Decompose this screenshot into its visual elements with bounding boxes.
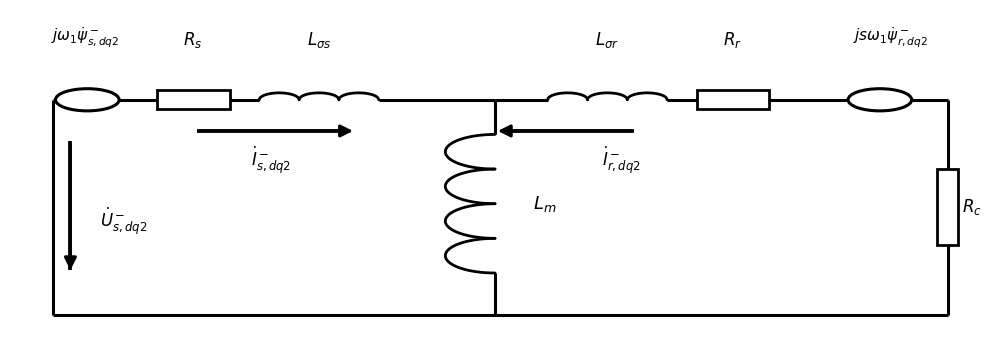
Text: $\dot{U}^-_{s,dq2}$: $\dot{U}^-_{s,dq2}$ [100,205,148,237]
Text: $L_m$: $L_m$ [533,194,556,214]
Text: $R_r$: $R_r$ [723,30,742,50]
Bar [157,90,230,109]
Text: $\dot{I}^-_{s,dq2}$: $\dot{I}^-_{s,dq2}$ [251,145,291,176]
Text: $R_s$: $R_s$ [183,30,202,50]
Text: $L_{\sigma s}$: $L_{\sigma s}$ [307,30,331,50]
Bar [697,90,769,109]
Text: $R_c$: $R_c$ [962,197,982,217]
Text: $j\omega_1\dot{\psi}^-_{s,dq2}$: $j\omega_1\dot{\psi}^-_{s,dq2}$ [51,25,120,50]
Bar [937,169,958,245]
Text: $L_{\sigma r}$: $L_{\sigma r}$ [595,30,619,50]
Text: $\dot{I}^-_{r,dq2}$: $\dot{I}^-_{r,dq2}$ [602,145,641,176]
Text: $js\omega_1\dot{\psi}^-_{r,dq2}$: $js\omega_1\dot{\psi}^-_{r,dq2}$ [853,25,928,50]
